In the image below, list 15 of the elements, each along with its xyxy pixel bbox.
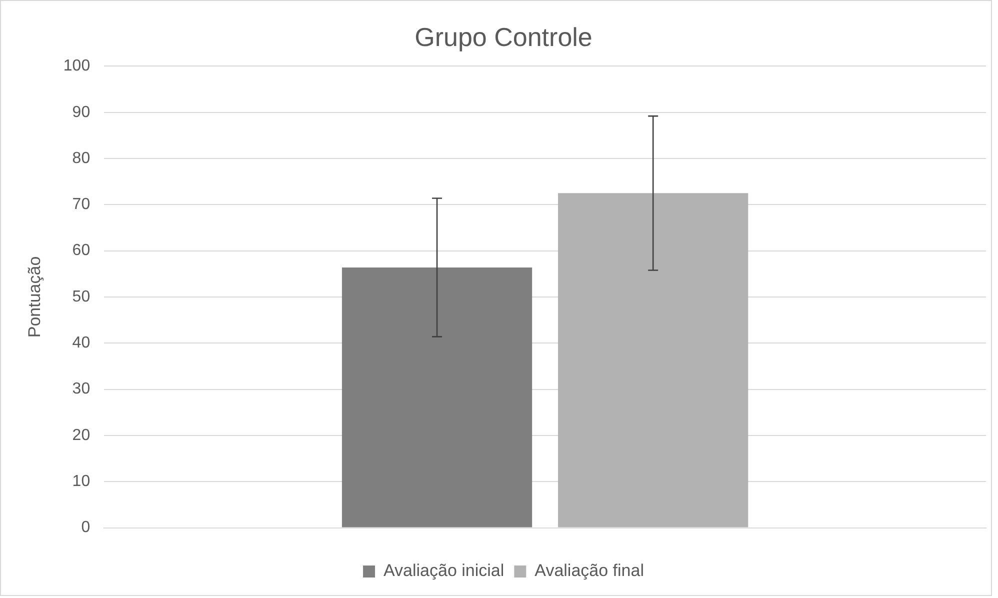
- y-tick-label: 70: [72, 196, 90, 214]
- y-tick-label: 0: [81, 519, 90, 536]
- y-tick-label: 40: [72, 334, 90, 352]
- y-tick-label: 50: [72, 288, 90, 306]
- y-tick-label: 30: [72, 380, 90, 398]
- legend-label: Avaliação final: [534, 561, 644, 580]
- y-axis-title: Pontuação: [24, 256, 44, 338]
- legend-label: Avaliação inicial: [384, 561, 504, 580]
- y-tick-label: 60: [72, 242, 90, 260]
- y-tick-label: 100: [63, 58, 90, 75]
- y-tick-label: 80: [72, 150, 90, 167]
- chart-title: Grupo Controle: [414, 22, 592, 52]
- y-tick-label: 10: [72, 473, 90, 490]
- y-tick-label: 90: [72, 104, 90, 121]
- y-tick-label: 20: [72, 426, 90, 444]
